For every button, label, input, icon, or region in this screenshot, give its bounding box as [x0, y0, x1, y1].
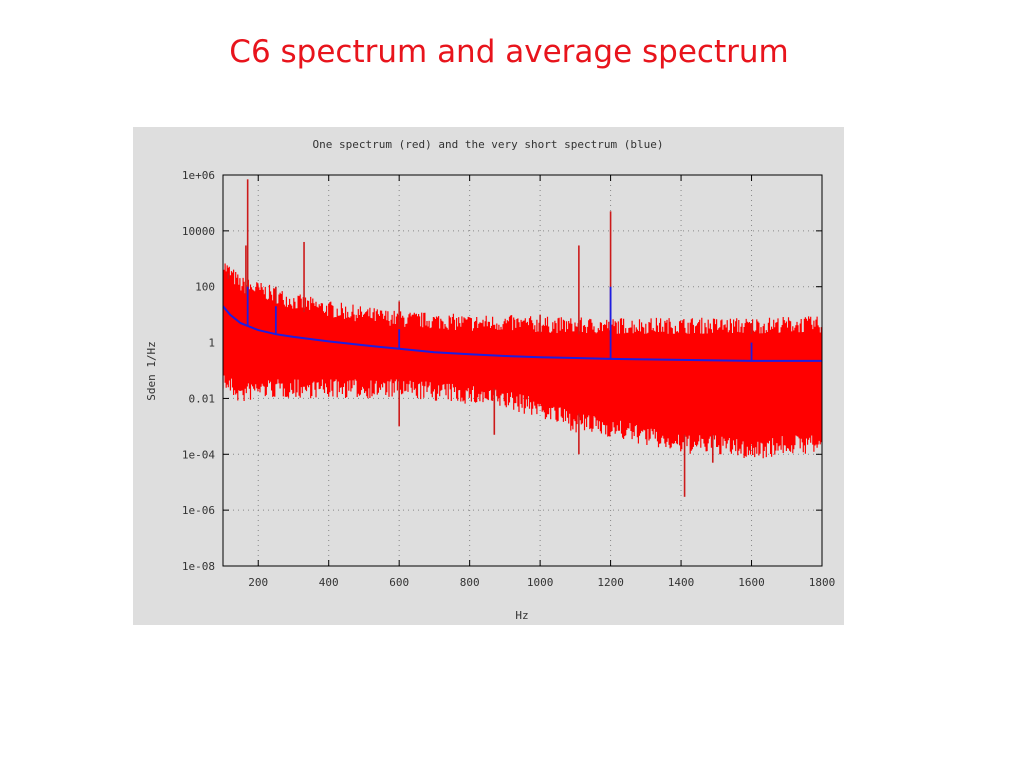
x-tick-label: 400: [319, 576, 339, 589]
x-tick-label: 1000: [527, 576, 554, 589]
x-tick-label: 1400: [668, 576, 695, 589]
y-tick-label: 10000: [182, 225, 215, 238]
x-tick-label: 1200: [597, 576, 624, 589]
red-spectrum-noise: [223, 263, 822, 459]
x-tick-label: 200: [248, 576, 268, 589]
y-tick-label: 0.01: [189, 392, 216, 405]
x-tick-label: 1800: [809, 576, 836, 589]
chart-title: One spectrum (red) and the very short sp…: [313, 138, 664, 151]
y-tick-label: 1e-04: [182, 448, 215, 461]
y-tick-label: 1: [208, 337, 215, 350]
y-axis-label: Sden 1/Hz: [145, 341, 158, 401]
y-tick-label: 1e-06: [182, 504, 215, 517]
plot-panel: One spectrum (red) and the very short sp…: [133, 127, 844, 625]
slide-title: C6 spectrum and average spectrum: [229, 34, 789, 70]
x-axis-label: Hz: [515, 609, 528, 622]
x-tick-label: 1600: [738, 576, 765, 589]
series-layer: [223, 179, 822, 497]
x-axis-ticks: 200 400 600 800 1000 1200 1400 1600 1800: [248, 175, 835, 589]
plot-frame: [222, 174, 823, 567]
y-tick-label: 1e+06: [182, 169, 215, 182]
y-tick-label: 1e-08: [182, 560, 215, 573]
blue-spectrum-line: [223, 305, 822, 362]
spectrum-chart: One spectrum (red) and the very short sp…: [145, 138, 835, 622]
x-tick-label: 800: [460, 576, 480, 589]
x-tick-label: 600: [389, 576, 409, 589]
y-tick-label: 100: [195, 281, 215, 294]
series-clip-group: [223, 179, 822, 497]
